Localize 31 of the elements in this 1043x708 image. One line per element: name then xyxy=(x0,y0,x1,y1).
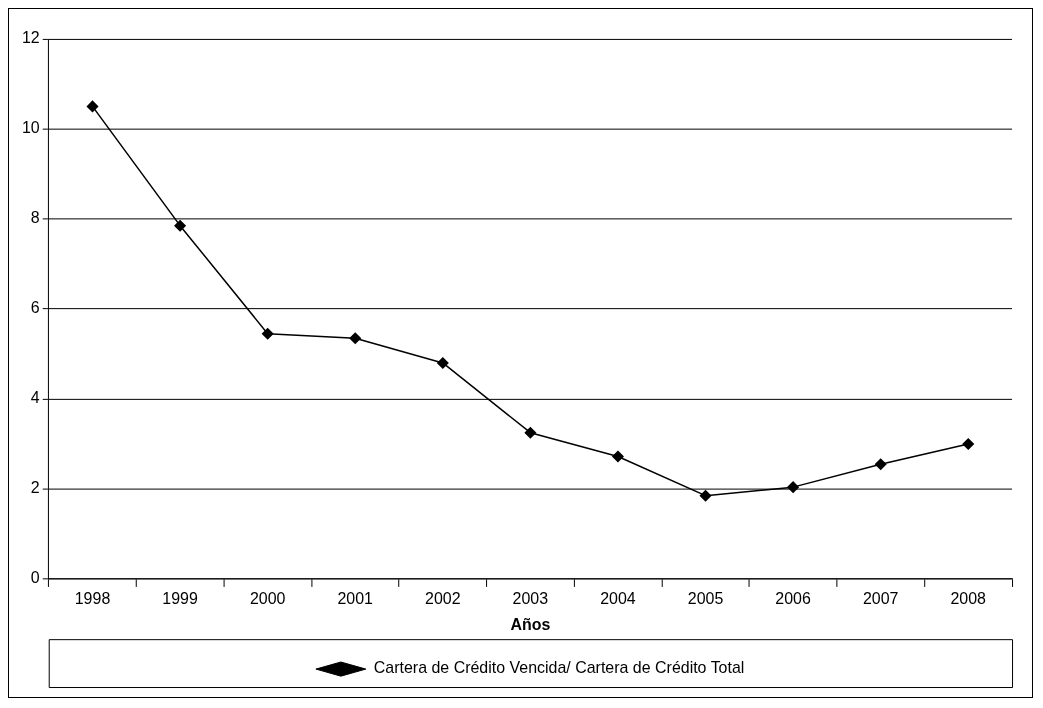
x-tick-label: 1999 xyxy=(162,589,198,607)
point xyxy=(612,450,624,463)
y-tick-label: 0 xyxy=(30,569,40,587)
point xyxy=(349,332,361,344)
y-tick-label: 10 xyxy=(21,119,40,137)
x-tick-label: 2000 xyxy=(249,589,286,607)
point xyxy=(699,489,712,502)
x-tick-label: 2008 xyxy=(950,589,987,607)
point xyxy=(524,426,537,439)
point xyxy=(174,219,186,232)
x-tick-label: 2001 xyxy=(337,589,374,607)
point xyxy=(437,357,449,369)
point xyxy=(787,481,799,493)
point xyxy=(962,438,974,450)
x-tick-label: 2003 xyxy=(512,589,549,607)
x-tick-label: 1998 xyxy=(74,589,111,607)
y-tick-label: 4 xyxy=(30,389,40,407)
x-tick-label: 2002 xyxy=(425,589,461,607)
point xyxy=(874,458,887,470)
x-tick-label: 2005 xyxy=(687,589,724,607)
y-tick-label: 2 xyxy=(30,479,40,497)
x-axis-title: Años xyxy=(510,616,551,633)
x-tick-label: 2006 xyxy=(775,589,811,607)
point xyxy=(261,327,274,340)
y-tick-label: 8 xyxy=(30,209,40,227)
x-tick-label: 2004 xyxy=(600,589,636,607)
y-tick-label: 12 xyxy=(21,29,40,47)
y-tick-label: 6 xyxy=(30,299,40,317)
legend-label: Cartera de Crédito Vencida/ Cartera de Crédito Total xyxy=(373,659,745,677)
point xyxy=(86,100,99,113)
x-tick-label: 2007 xyxy=(862,589,899,607)
